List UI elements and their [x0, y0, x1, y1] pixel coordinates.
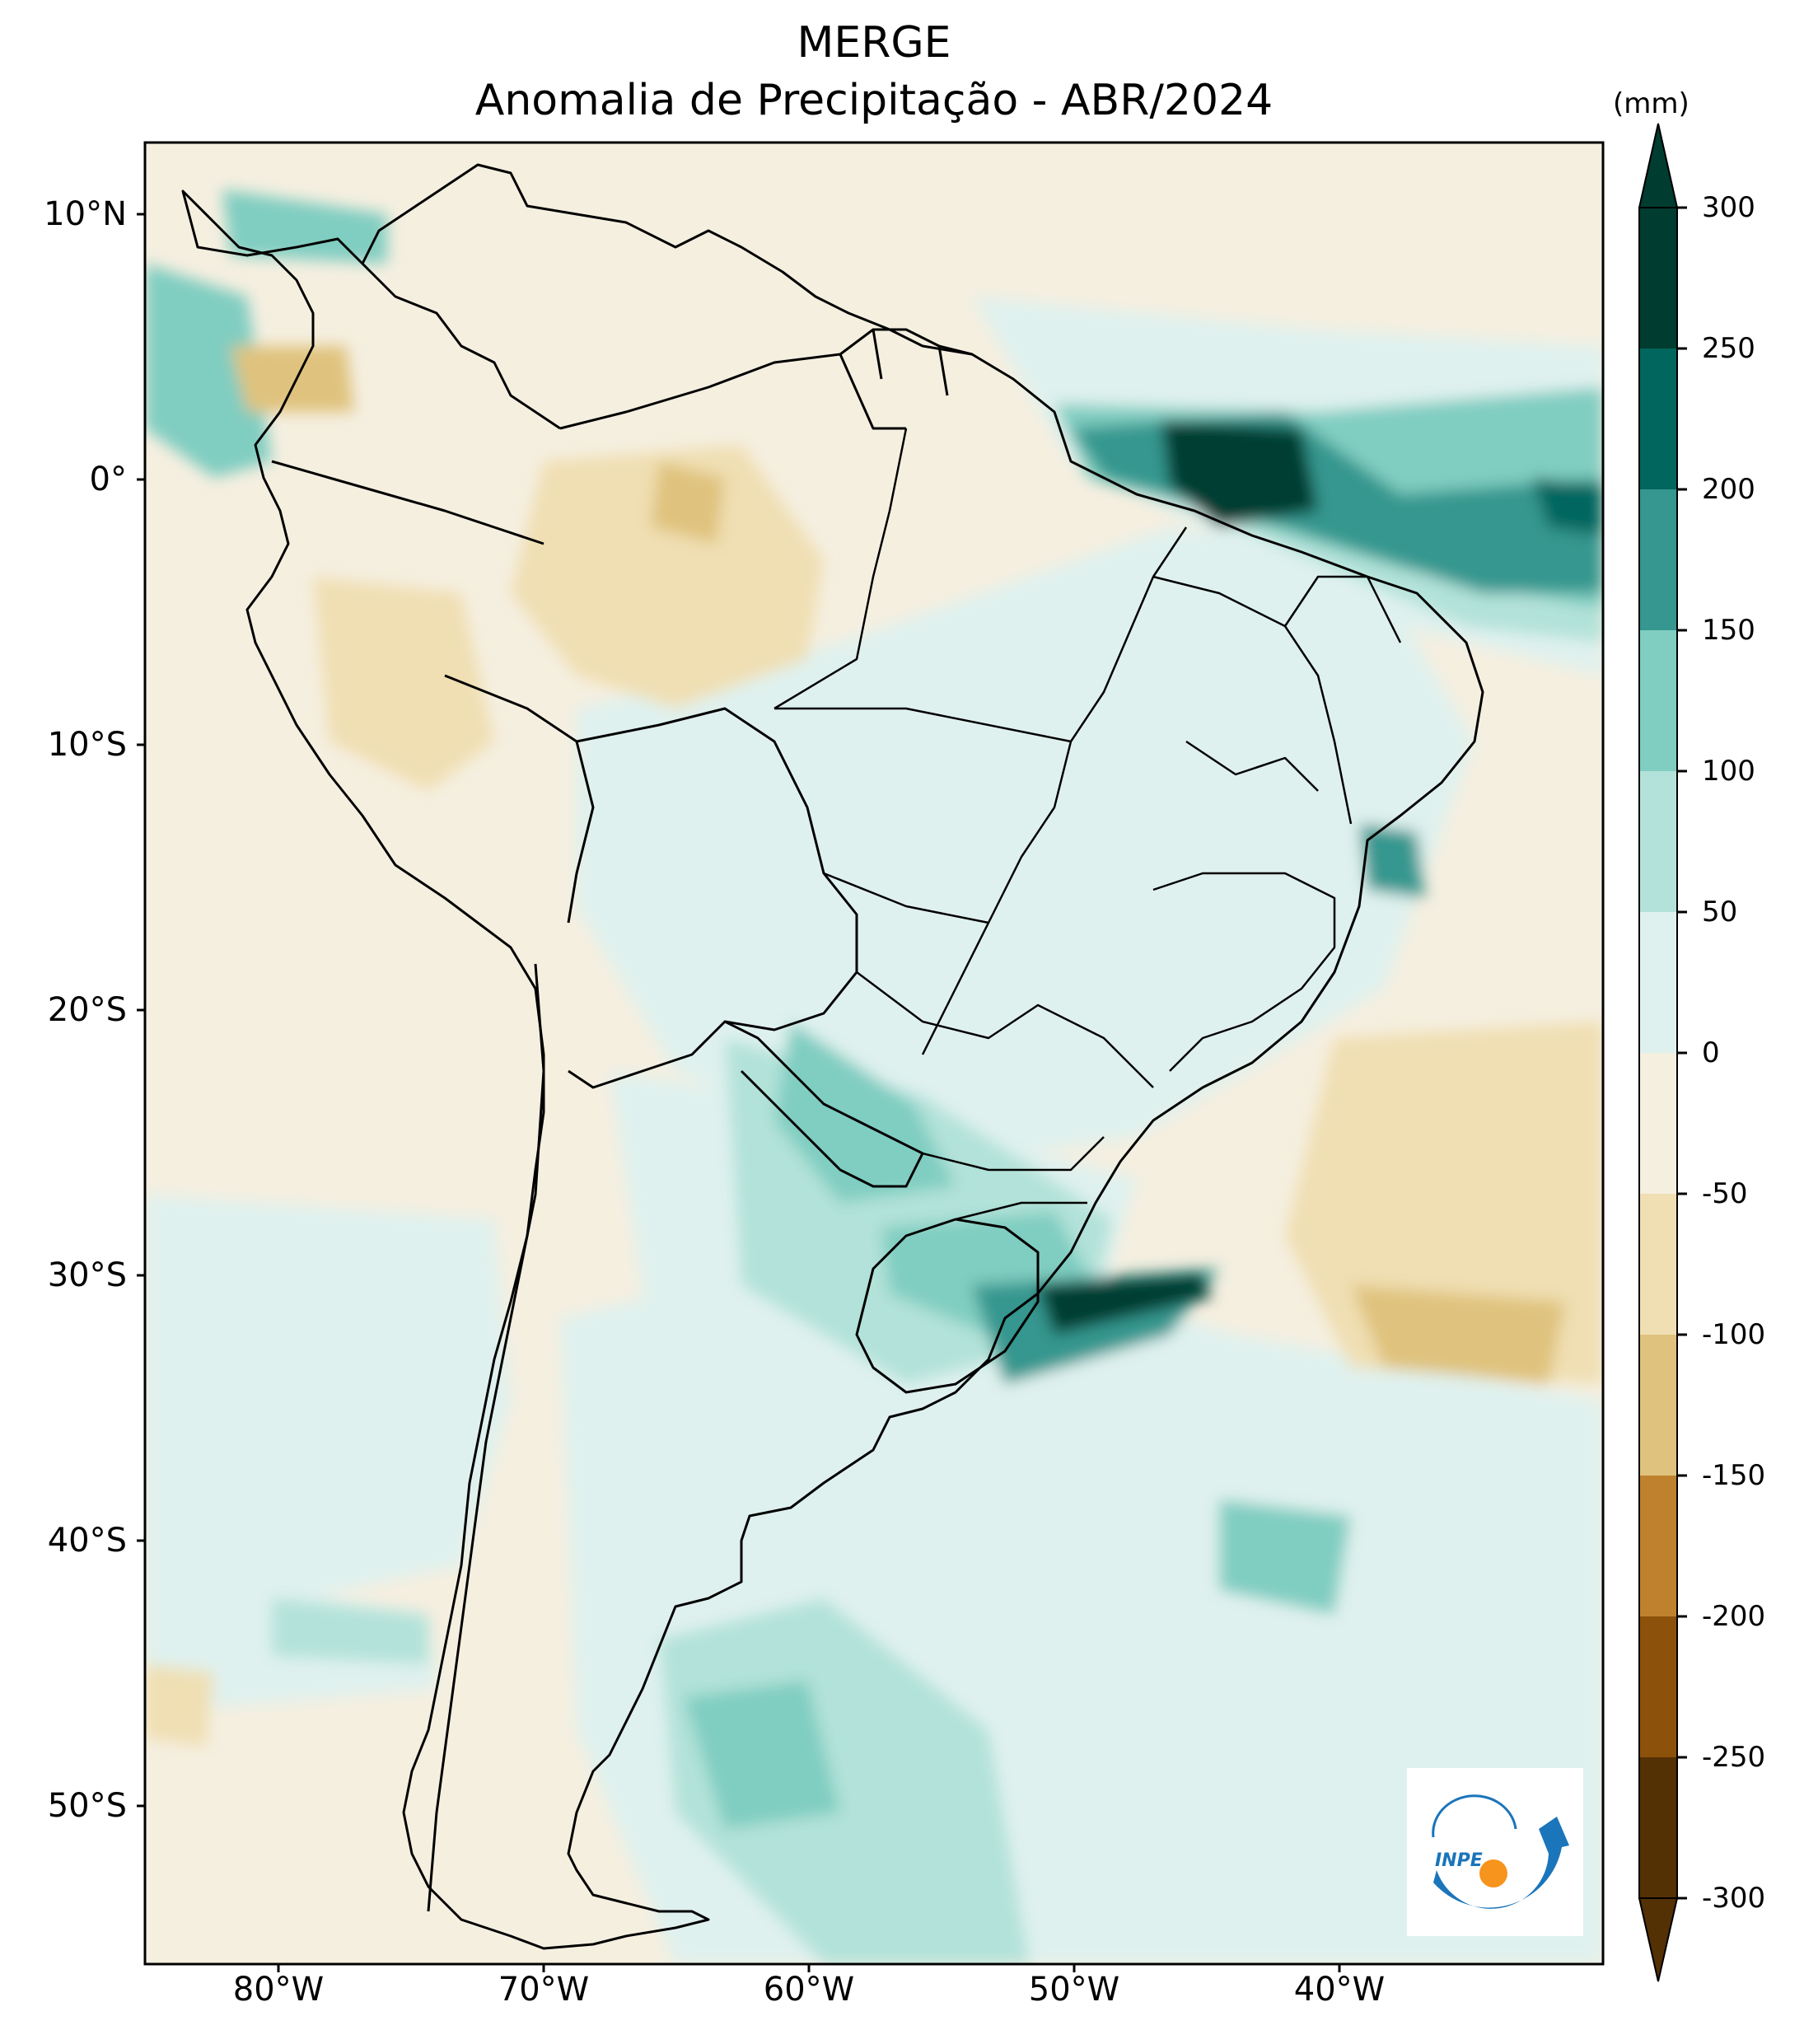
border-peru-brazil — [444, 674, 595, 924]
lat-label: 20°S — [47, 991, 127, 1029]
anomaly-pacific-chile — [272, 1598, 428, 1664]
border-brazil-states — [773, 428, 1402, 1221]
axis-ticks — [137, 213, 1341, 1972]
map-frame — [143, 141, 1605, 1966]
map-field — [145, 143, 1603, 1964]
lon-label: 50°W — [1028, 1971, 1120, 2009]
colorbar-tick-label: 300 — [1702, 191, 1755, 224]
colorbar-segment — [1639, 912, 1677, 1053]
anomaly-south-atlantic-high — [1219, 1499, 1351, 1615]
colorbar-segment — [1639, 630, 1677, 771]
colorbar-segment — [1639, 1194, 1677, 1335]
lat-label: 10°S — [47, 726, 127, 764]
colorbar-unit: (mm) — [1613, 87, 1689, 120]
colorbar-segment — [1639, 1053, 1677, 1194]
colorbar-tick-label: -50 — [1702, 1177, 1748, 1210]
anomaly-amapa-extreme — [1161, 420, 1318, 527]
lon-label: 80°W — [232, 1971, 325, 2009]
anomaly-brazil-light — [577, 527, 1475, 1170]
colorbar-tick-label: 100 — [1702, 755, 1755, 788]
anomaly-parana-high — [774, 1022, 956, 1203]
lat-label: 0° — [89, 461, 127, 498]
anomaly-atlantic-extreme — [1532, 478, 1603, 536]
colorbar-tick-label: -200 — [1702, 1600, 1766, 1633]
map-title-line1: MERGE — [797, 18, 951, 68]
border-brazil-north — [559, 353, 906, 430]
anomaly-amazon-core — [651, 461, 725, 544]
border-colombia-peru — [271, 460, 544, 545]
anomaly-caribbean — [222, 189, 387, 264]
anomaly-rs-extreme — [1038, 1273, 1211, 1335]
colorbar — [1638, 123, 1687, 1982]
colorbar-segment — [1639, 208, 1677, 348]
anomaly-atlantic-dry-core — [1351, 1285, 1565, 1384]
border-uruguay — [855, 1218, 1040, 1394]
colorbar-tick-label: -100 — [1702, 1318, 1766, 1351]
colorbar-segment — [1639, 1757, 1677, 1898]
lon-label: 60°W — [763, 1971, 855, 2009]
lat-label: 10°N — [44, 195, 127, 233]
inpe-logo-text: INPE — [1435, 1850, 1483, 1871]
colorbar-segment — [1639, 1476, 1677, 1616]
anomaly-colombia-dry — [231, 346, 354, 412]
anomaly-peru-dry — [313, 577, 494, 791]
country-boundaries — [181, 163, 1484, 1950]
border-chile-argentina — [427, 963, 545, 1912]
anomaly-patagonia-high — [684, 1681, 840, 1829]
anomaly-south-pacific-light — [145, 1195, 511, 1631]
lat-label: 30°S — [47, 1256, 127, 1294]
anomaly-colombia-pacific — [145, 264, 272, 478]
colorbar-tick-label: -150 — [1702, 1459, 1766, 1492]
anomaly-patagonia-west-dry — [145, 1664, 214, 1747]
colorbar-segment — [1639, 489, 1677, 630]
colorbar-tick-label: 50 — [1702, 896, 1738, 928]
colorbar-tick-label: 250 — [1702, 332, 1755, 365]
lon-label: 70°W — [498, 1971, 590, 2009]
anomaly-amazon-dry — [511, 445, 824, 709]
colorbar-tick-label: -300 — [1702, 1882, 1766, 1915]
colorbar-tick-label: 200 — [1702, 473, 1755, 506]
colorbar-tick-label: -250 — [1702, 1741, 1766, 1774]
south-america-coastline — [181, 163, 1484, 1950]
border-guianas — [839, 328, 973, 396]
border-venezuela-colombia — [361, 262, 561, 430]
colorbar-segment — [1639, 1335, 1677, 1476]
colorbar-segment — [1639, 1616, 1677, 1757]
lat-label: 50°S — [47, 1787, 127, 1825]
colorbar-tick-label: 150 — [1702, 614, 1755, 647]
lat-label: 40°S — [47, 1522, 127, 1560]
colorbar-segment — [1639, 348, 1677, 489]
colorbar-segment — [1639, 771, 1677, 912]
colorbar-bottom-arrow — [1638, 1897, 1679, 1982]
inpe-logo: INPE — [1407, 1768, 1583, 1936]
anomaly-bahia-strong — [1359, 824, 1425, 898]
map-title-line2: Anomalia de Precipitação - ABR/2024 — [474, 76, 1274, 125]
colorbar-top-arrow — [1638, 123, 1679, 208]
colorbar-tick-label: 0 — [1702, 1036, 1720, 1069]
lon-label: 40°W — [1293, 1971, 1386, 2009]
